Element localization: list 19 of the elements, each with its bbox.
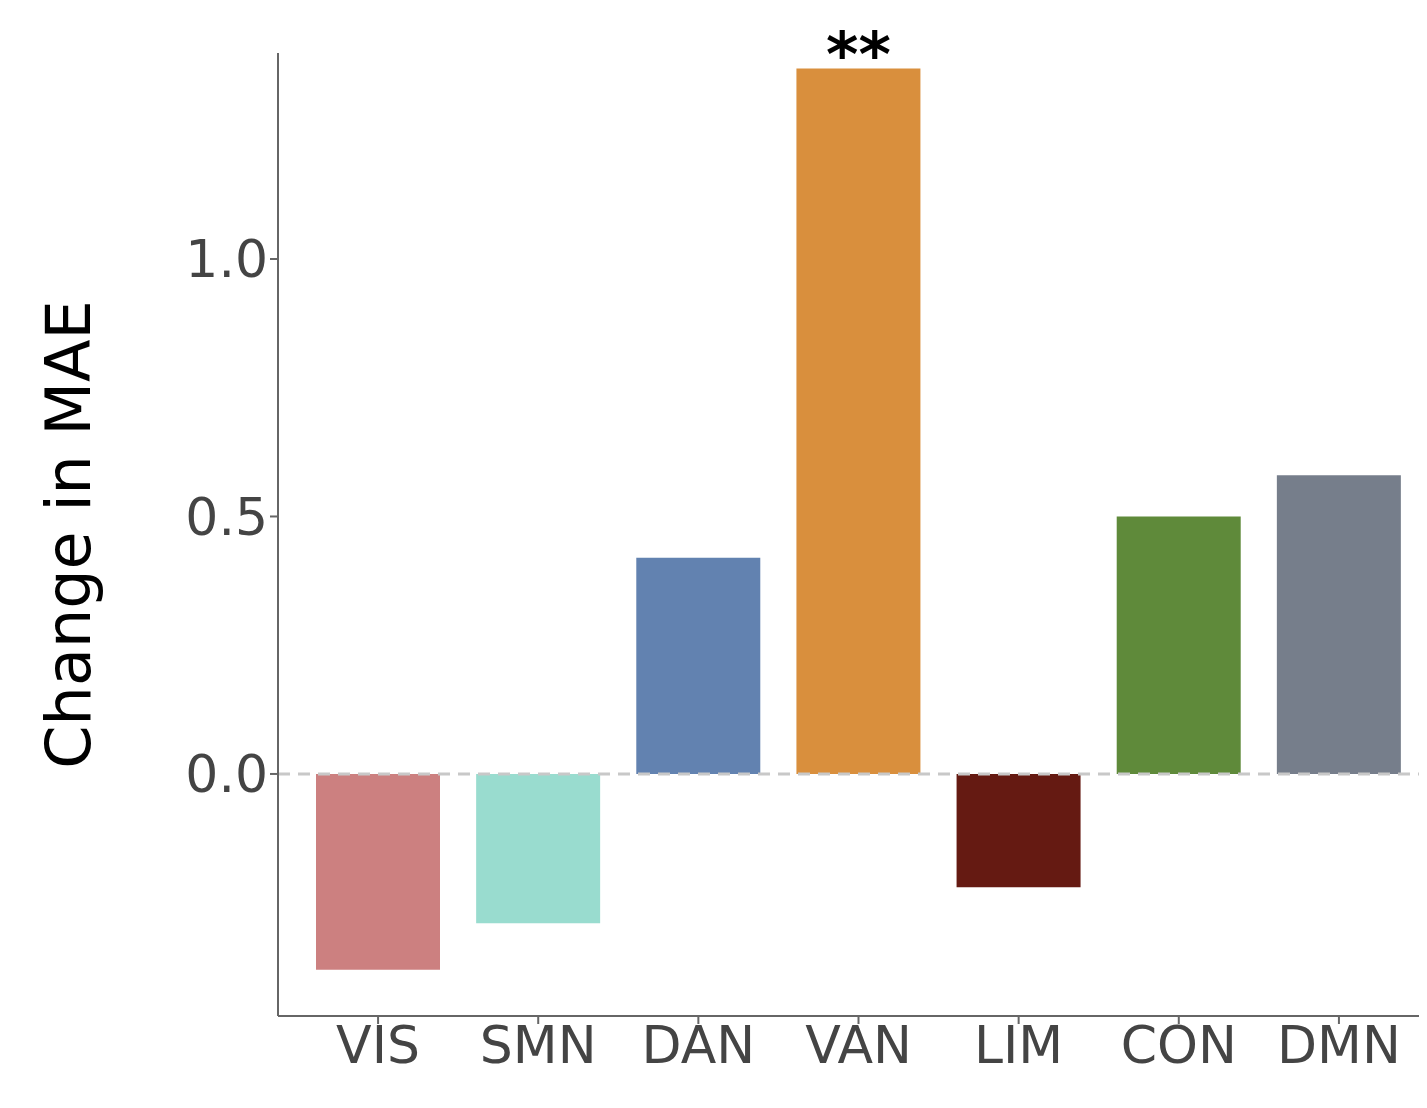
x-tick-label: VAN: [805, 1014, 912, 1075]
bar: [956, 773, 1081, 888]
x-tick-label: CON: [1120, 1014, 1237, 1075]
bar: [476, 773, 601, 924]
y-axis-title: Change in MAE: [32, 300, 106, 769]
bar: [316, 773, 440, 970]
y-tick-label: 1.0: [185, 229, 268, 290]
bar: [1276, 475, 1401, 774]
y-tick-label: 0.5: [185, 486, 268, 547]
x-tick-label: DAN: [641, 1014, 756, 1075]
bar: [636, 557, 761, 774]
annotation: **: [826, 18, 891, 92]
x-tick-label: VIS: [336, 1014, 421, 1075]
x-tick-label: LIM: [974, 1014, 1064, 1075]
x-tick-label: DMN: [1277, 1014, 1401, 1075]
bar: [1116, 516, 1241, 774]
bar: [796, 68, 921, 774]
x-tick-label: SMN: [479, 1014, 597, 1075]
y-tick-label: 0.0: [185, 744, 268, 805]
